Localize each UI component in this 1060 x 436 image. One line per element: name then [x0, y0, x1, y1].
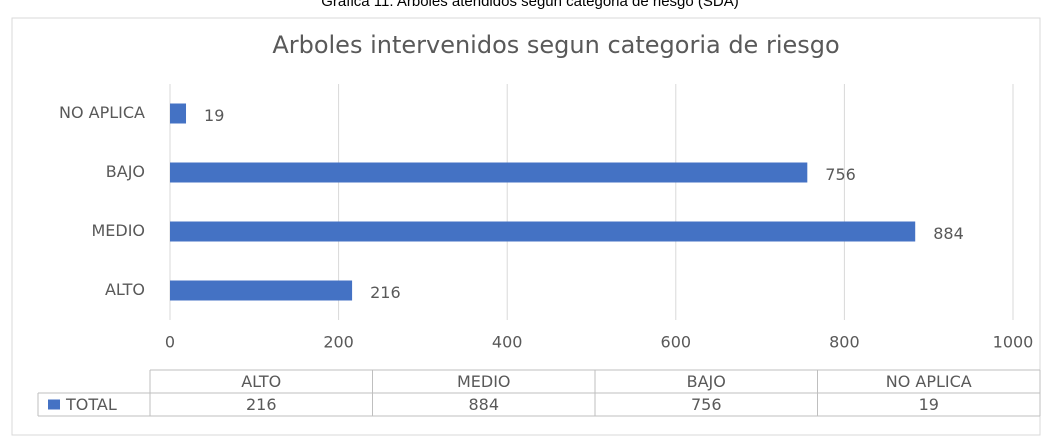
- table-header: MEDIO: [457, 372, 511, 391]
- x-tick-label: 200: [323, 333, 354, 352]
- table-header: ALTO: [241, 372, 281, 391]
- caption: Grafica 11. Arboles atendidos segun cate…: [321, 0, 738, 10]
- table-cell: 216: [246, 395, 277, 414]
- table-header: NO APLICA: [886, 372, 972, 391]
- bar: [170, 162, 808, 183]
- chart-title: Arboles intervenidos segun categoria de …: [272, 31, 839, 59]
- bar: [170, 103, 187, 124]
- x-tick-label: 1000: [993, 333, 1034, 352]
- table-header: BAJO: [687, 372, 726, 391]
- y-tick-label: ALTO: [105, 280, 145, 299]
- x-tick-label: 600: [661, 333, 692, 352]
- legend-swatch: [48, 399, 60, 410]
- table-cell: 19: [919, 395, 939, 414]
- x-tick-label: 800: [829, 333, 860, 352]
- y-tick-label: BAJO: [106, 162, 145, 181]
- bar: [170, 221, 916, 242]
- table-cell: 884: [468, 395, 499, 414]
- data-label: 19: [204, 106, 224, 125]
- y-tick-label: MEDIO: [91, 221, 145, 240]
- data-label: 216: [370, 283, 401, 302]
- table-cell: 756: [691, 395, 722, 414]
- legend-label: TOTAL: [65, 395, 117, 414]
- x-tick-label: 0: [165, 333, 175, 352]
- data-label: 756: [825, 165, 856, 184]
- x-tick-label: 400: [492, 333, 523, 352]
- data-label: 884: [933, 224, 964, 243]
- bar: [170, 280, 353, 301]
- y-tick-label: NO APLICA: [59, 103, 145, 122]
